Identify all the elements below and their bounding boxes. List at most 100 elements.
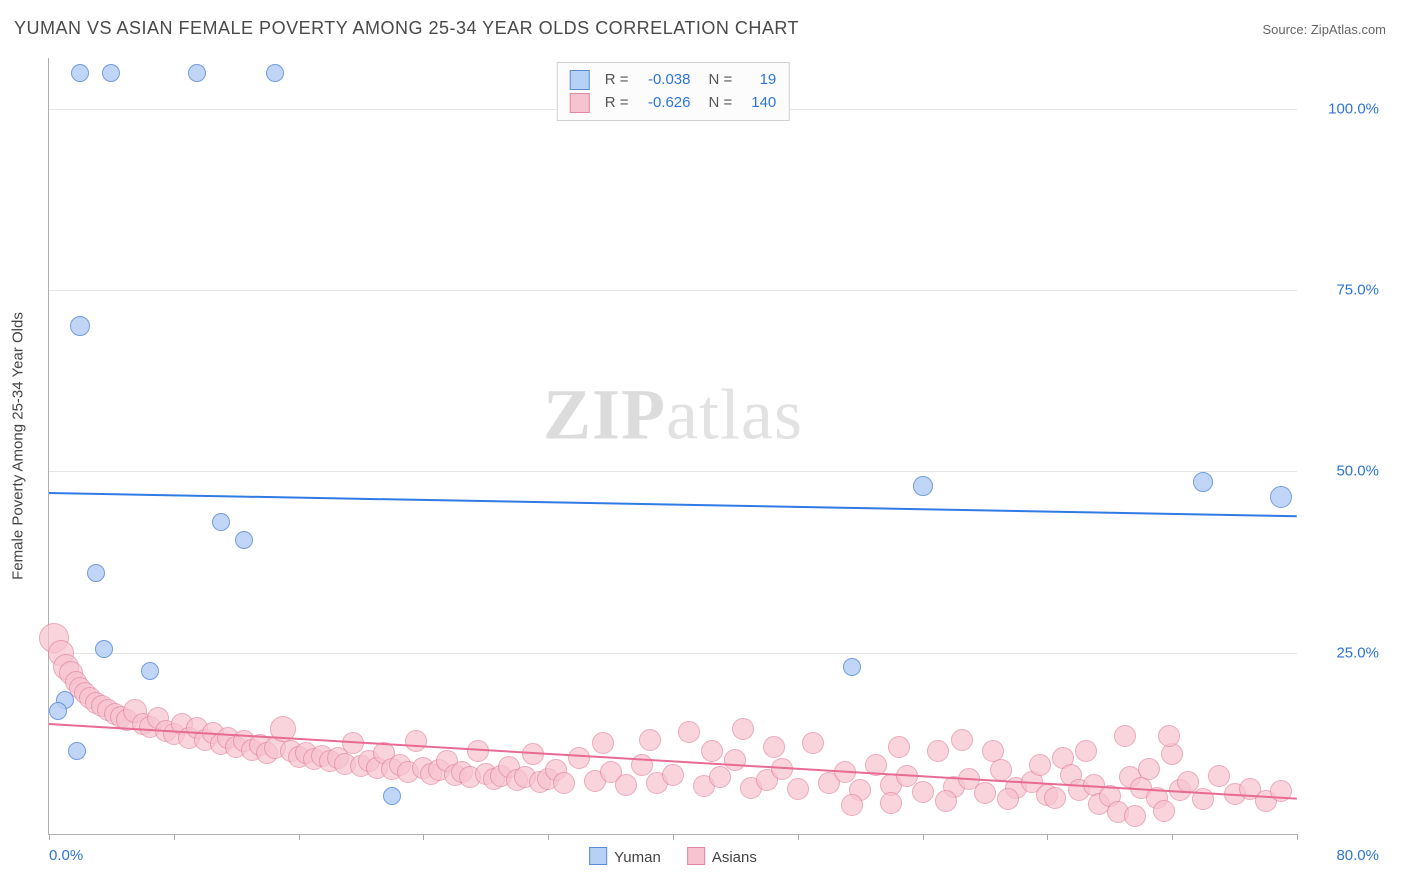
legend-swatch — [570, 93, 590, 113]
y-tick-label: 75.0% — [1336, 282, 1379, 299]
asians-point — [1208, 765, 1230, 787]
stats-legend: R = -0.038 N = 19 R = -0.626 N = 140 — [557, 62, 790, 121]
yuman-point — [1270, 486, 1292, 508]
asians-point — [405, 730, 427, 752]
asians-point — [1153, 800, 1175, 822]
y-tick-label: 50.0% — [1336, 463, 1379, 480]
x-tick-label-max: 80.0% — [1336, 847, 1379, 864]
stat-r-value: -0.626 — [637, 92, 691, 115]
yuman-point — [71, 64, 89, 82]
yuman-point — [49, 702, 67, 720]
watermark: ZIPatlas — [543, 373, 803, 456]
y-tick-label: 100.0% — [1328, 100, 1379, 117]
source-attribution: Source: ZipAtlas.com — [1262, 22, 1386, 37]
asians-point — [787, 778, 809, 800]
asians-point — [880, 792, 902, 814]
series-legend-label: Asians — [712, 849, 757, 866]
asians-point — [888, 736, 910, 758]
asians-point — [1158, 725, 1180, 747]
x-tick — [923, 834, 924, 840]
yuman-point — [188, 64, 206, 82]
x-tick — [798, 834, 799, 840]
watermark-thin: atlas — [666, 374, 803, 454]
stat-n-label: N = — [709, 92, 733, 115]
chart-container: Female Poverty Among 25-34 Year Olds ZIP… — [48, 58, 1386, 834]
yuman-trendline — [49, 492, 1297, 517]
asians-point — [1124, 805, 1146, 827]
stats-legend-row: R = -0.038 N = 19 — [570, 69, 777, 92]
yuman-point — [383, 787, 401, 805]
asians-point — [701, 740, 723, 762]
asians-point — [568, 747, 590, 769]
stat-r-label: R = — [605, 92, 629, 115]
yuman-point — [95, 640, 113, 658]
stat-n-value: 140 — [740, 92, 776, 115]
stat-r-label: R = — [605, 69, 629, 92]
x-tick — [423, 834, 424, 840]
stat-r-value: -0.038 — [637, 69, 691, 92]
plot-area: ZIPatlas 25.0%50.0%75.0%100.0%0.0%80.0%R… — [48, 58, 1297, 835]
legend-swatch — [687, 847, 705, 865]
x-tick — [1297, 834, 1298, 840]
asians-point — [662, 764, 684, 786]
asians-point — [912, 781, 934, 803]
asians-point — [951, 729, 973, 751]
asians-point — [678, 721, 700, 743]
stats-legend-row: R = -0.626 N = 140 — [570, 92, 777, 115]
series-legend-item: Asians — [687, 847, 757, 866]
x-tick — [299, 834, 300, 840]
asians-point — [553, 772, 575, 794]
yuman-point — [1193, 472, 1213, 492]
x-tick — [1047, 834, 1048, 840]
stat-n-value: 19 — [740, 69, 776, 92]
yuman-point — [266, 64, 284, 82]
gridline — [49, 653, 1297, 654]
asians-point — [927, 740, 949, 762]
chart-title: YUMAN VS ASIAN FEMALE POVERTY AMONG 25-3… — [14, 18, 799, 39]
asians-point — [592, 732, 614, 754]
legend-swatch — [570, 70, 590, 90]
x-tick — [49, 834, 50, 840]
asians-point — [935, 790, 957, 812]
asians-point — [1075, 740, 1097, 762]
yuman-point — [212, 513, 230, 531]
x-tick — [174, 834, 175, 840]
asians-point — [1044, 787, 1066, 809]
asians-point — [1029, 754, 1051, 776]
y-tick-label: 25.0% — [1336, 644, 1379, 661]
asians-point — [990, 759, 1012, 781]
gridline — [49, 290, 1297, 291]
series-legend-item: Yuman — [589, 847, 661, 866]
stat-n-label: N = — [709, 69, 733, 92]
asians-point — [724, 749, 746, 771]
yuman-point — [68, 742, 86, 760]
yuman-point — [70, 316, 90, 336]
asians-point — [709, 766, 731, 788]
asians-point — [1138, 758, 1160, 780]
legend-swatch — [589, 847, 607, 865]
x-tick-label-min: 0.0% — [49, 847, 83, 864]
series-legend: Yuman Asians — [589, 847, 757, 866]
y-axis-title: Female Poverty Among 25-34 Year Olds — [10, 312, 27, 580]
asians-point — [974, 782, 996, 804]
asians-point — [841, 794, 863, 816]
asians-point — [1177, 771, 1199, 793]
yuman-point — [102, 64, 120, 82]
yuman-point — [235, 531, 253, 549]
series-legend-label: Yuman — [614, 849, 661, 866]
x-tick — [1172, 834, 1173, 840]
asians-point — [639, 729, 661, 751]
asians-point — [732, 718, 754, 740]
yuman-point — [141, 662, 159, 680]
asians-point — [1114, 725, 1136, 747]
asians-trendline — [49, 723, 1297, 800]
yuman-point — [843, 658, 861, 676]
gridline — [49, 471, 1297, 472]
asians-point — [763, 736, 785, 758]
asians-point — [615, 774, 637, 796]
asians-point — [997, 788, 1019, 810]
yuman-point — [87, 564, 105, 582]
x-tick — [673, 834, 674, 840]
x-tick — [548, 834, 549, 840]
watermark-bold: ZIP — [543, 374, 666, 454]
